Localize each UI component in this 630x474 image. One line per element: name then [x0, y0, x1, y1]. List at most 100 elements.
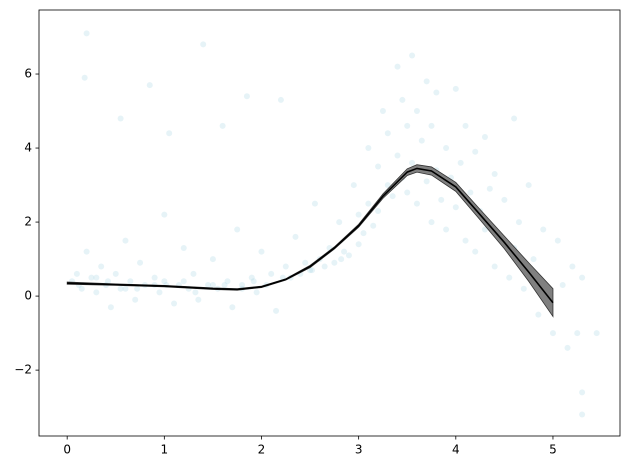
scatter-point — [569, 263, 576, 270]
scatter-point — [394, 63, 401, 70]
scatter-point — [224, 278, 231, 285]
scatter-point — [192, 289, 199, 296]
scatter-point — [221, 281, 228, 288]
scatter-point — [525, 182, 532, 189]
scatter-point — [292, 233, 299, 240]
x-tick-label: 5 — [549, 443, 557, 457]
scatter-point — [540, 226, 547, 233]
scatter-point — [331, 259, 338, 266]
scatter-point — [250, 278, 257, 285]
scatter-point — [93, 274, 100, 281]
scatter-point — [370, 222, 377, 229]
scatter-point — [423, 178, 430, 185]
scatter-point — [384, 182, 391, 189]
scatter-point — [409, 159, 416, 166]
scatter-point — [365, 200, 372, 207]
scatter-point — [258, 248, 265, 255]
scatter-point — [491, 170, 498, 177]
scatter-point — [515, 219, 522, 226]
scatter-point — [457, 159, 464, 166]
scatter-point — [83, 248, 90, 255]
scatter-point — [234, 226, 241, 233]
scatter-point — [365, 145, 372, 152]
scatter-point — [146, 82, 153, 89]
x-tick-label: 3 — [355, 443, 363, 457]
scatter-point — [413, 200, 420, 207]
scatter-point — [355, 211, 362, 218]
scatter-point — [107, 304, 114, 311]
scatter-point — [268, 270, 275, 277]
scatter-point — [336, 219, 343, 226]
scatter-point — [428, 122, 435, 129]
scatter-point — [511, 115, 518, 122]
y-tick-label: 2 — [24, 215, 32, 229]
scatter-point — [200, 41, 207, 48]
scatter-point — [81, 74, 88, 81]
x-tick-label: 1 — [161, 443, 169, 457]
scatter-point — [171, 300, 178, 307]
scatter-point — [355, 241, 362, 248]
scatter-point — [229, 304, 236, 311]
scatter-point — [574, 330, 581, 337]
scatter-point — [161, 211, 168, 218]
scatter-point — [273, 307, 280, 314]
scatter-point — [156, 289, 163, 296]
scatter-point — [404, 122, 411, 129]
scatter-point — [195, 296, 202, 303]
scatter-point — [593, 330, 600, 337]
x-tick-label: 0 — [63, 443, 71, 457]
scatter-point — [467, 189, 474, 196]
scatter-point — [127, 278, 134, 285]
scatter-point — [98, 263, 105, 270]
scatter-point — [418, 137, 425, 144]
scatter-point — [122, 237, 129, 244]
x-tick-label: 2 — [258, 443, 266, 457]
scatter-point — [423, 78, 430, 85]
scatter-point — [472, 148, 479, 155]
scatter-point — [134, 285, 141, 292]
scatter-point — [579, 274, 586, 281]
scatter-point — [360, 230, 367, 237]
scatter-point — [579, 411, 586, 418]
scatter-point — [137, 259, 144, 266]
scatter-point — [530, 256, 537, 263]
confidence-band — [66, 164, 554, 318]
scatter-point — [394, 152, 401, 159]
scatter-point — [428, 219, 435, 226]
scatter-point — [180, 278, 187, 285]
scatter-point — [243, 93, 250, 100]
scatter-point — [443, 226, 450, 233]
scatter-point — [321, 263, 328, 270]
scatter-point — [117, 285, 124, 292]
scatter-point — [73, 270, 80, 277]
scatter-point — [341, 248, 348, 255]
fit-line — [67, 167, 554, 304]
scatter-point — [117, 115, 124, 122]
scatter-point — [350, 182, 357, 189]
scatter-point — [112, 270, 119, 277]
plot-frame — [38, 9, 621, 437]
scatter-point — [78, 285, 85, 292]
scatter-point — [535, 311, 542, 318]
scatter-point — [151, 274, 158, 281]
y-tick-label: −2 — [14, 363, 32, 377]
scatter-point — [404, 189, 411, 196]
scatter-point — [501, 196, 508, 203]
scatter-point — [579, 389, 586, 396]
scatter-point — [554, 237, 561, 244]
y-tick-label: 4 — [24, 141, 32, 155]
scatter-point — [379, 108, 386, 115]
scatter-point — [384, 130, 391, 137]
scatter-point — [166, 130, 173, 137]
scatter-point — [520, 285, 527, 292]
scatter-point — [161, 278, 168, 285]
scatter-point — [486, 185, 493, 192]
scatter-point — [549, 330, 556, 337]
scatter-point — [472, 248, 479, 255]
scatter-point — [302, 259, 309, 266]
scatter-point — [452, 85, 459, 92]
scatter-point — [239, 281, 246, 288]
scatter-point — [311, 200, 318, 207]
scatter-point — [399, 96, 406, 103]
